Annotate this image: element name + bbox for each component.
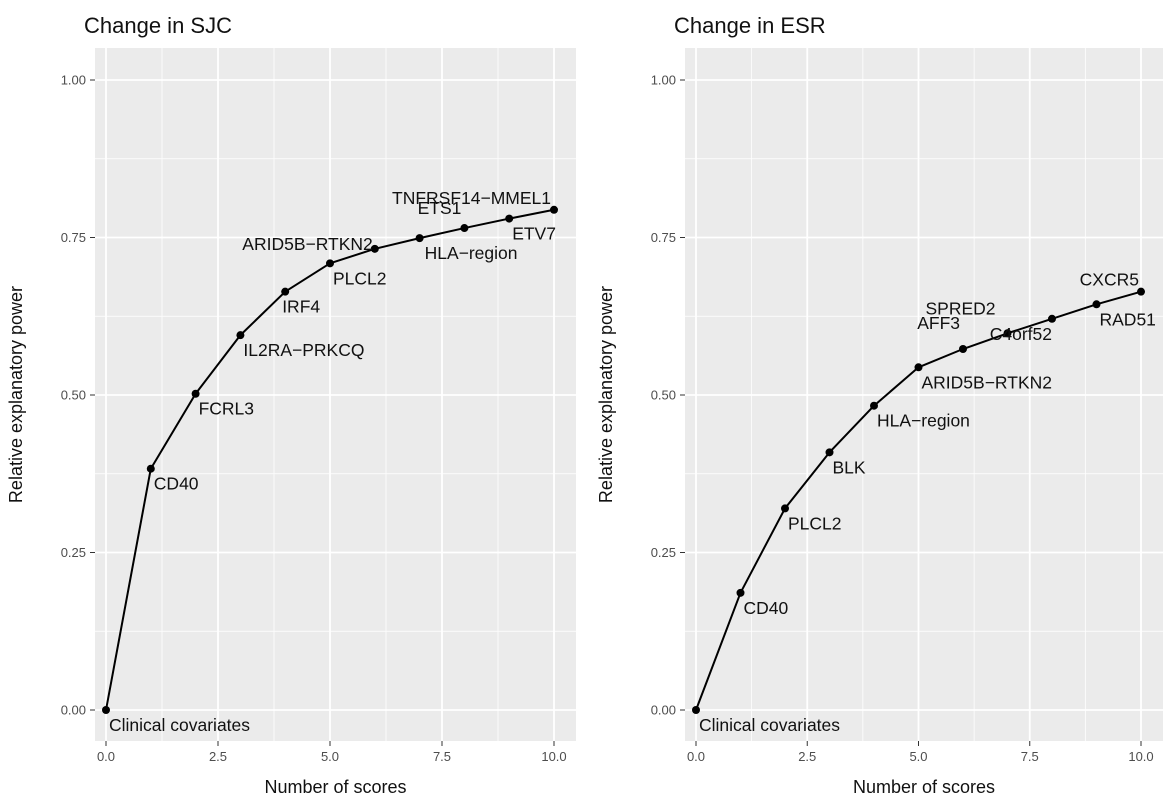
data-point	[281, 287, 290, 296]
data-point	[959, 345, 967, 354]
point-label: CD40	[154, 474, 199, 494]
chart-panel-2: Change in ESR 0.0 2.5 5.0 7.5 10.0 0.00 0.25 0.5…	[596, 13, 1163, 797]
data-point	[505, 214, 514, 223]
x-tick-label: 0.0	[97, 749, 115, 764]
y-axis-title: Relative explanatory power	[6, 286, 26, 503]
point-label: Clinical covariates	[109, 715, 250, 735]
x-tick-label: 0.0	[687, 749, 705, 764]
y-tick-label: 0.50	[61, 388, 86, 403]
x-axis-title: Number of scores	[853, 777, 995, 797]
point-label: TNFRSF14−MMEL1	[392, 188, 551, 208]
data-point	[550, 205, 558, 214]
chart-panel-1: Change in SJC 0.0 2.5 5.0 7.5 10.0 0.00 0.25 0.5…	[6, 13, 576, 797]
point-label: AFF3	[917, 313, 960, 333]
data-point	[1092, 300, 1101, 309]
x-tick-label: 5.0	[909, 749, 927, 764]
data-point	[870, 401, 878, 410]
point-label: PLCL2	[788, 513, 842, 533]
y-tick-label: 1.00	[651, 73, 676, 88]
point-label: ARID5B−RTKN2	[922, 372, 1053, 392]
point-label: CD40	[744, 598, 789, 618]
y-tick-label: 1.00	[61, 73, 86, 88]
data-point	[146, 464, 155, 473]
data-point	[415, 234, 424, 243]
x-tick-label: 10.0	[1128, 749, 1153, 764]
point-label: IRF4	[282, 297, 320, 317]
x-tick-label: 7.5	[433, 749, 451, 764]
data-point	[1048, 314, 1056, 323]
point-label: C4orf52	[990, 324, 1052, 344]
x-tick-label: 7.5	[1021, 749, 1039, 764]
data-point	[781, 504, 789, 513]
data-point	[326, 259, 334, 268]
point-label: RAD51	[1100, 309, 1156, 329]
data-point	[825, 448, 834, 457]
point-label: ETS1	[418, 198, 462, 218]
y-axis-title: Relative explanatory power	[596, 286, 616, 503]
chart-title: Change in SJC	[84, 13, 232, 38]
y-tick-label: 0.75	[651, 230, 676, 245]
data-point	[236, 331, 245, 340]
data-point	[1137, 287, 1145, 296]
x-tick-label: 5.0	[321, 749, 339, 764]
data-point	[736, 588, 745, 597]
data-point	[102, 706, 110, 714]
point-label: ETV7	[512, 224, 556, 244]
data-point	[370, 244, 379, 253]
data-point	[914, 363, 923, 372]
point-label: PLCL2	[333, 268, 387, 288]
point-label: SPRED2	[925, 298, 995, 318]
point-label: HLA−region	[425, 243, 518, 263]
point-label: Clinical covariates	[699, 715, 840, 735]
x-tick-label: 2.5	[209, 749, 227, 764]
y-tick-label: 0.75	[61, 230, 86, 245]
point-label: IL2RA−PRKCQ	[243, 340, 364, 360]
x-tick-label: 10.0	[541, 749, 566, 764]
data-point	[692, 706, 700, 714]
y-tick-label: 0.25	[651, 545, 676, 560]
x-axis-title: Number of scores	[264, 777, 406, 797]
point-label: CXCR5	[1080, 270, 1139, 290]
y-tick-label: 0.25	[61, 545, 86, 560]
y-tick-label: 0.50	[651, 388, 676, 403]
data-point	[460, 224, 469, 233]
point-label: ARID5B−RTKN2	[242, 234, 373, 254]
point-label: HLA−region	[877, 411, 970, 431]
point-label: FCRL3	[199, 399, 254, 419]
data-point	[191, 389, 200, 398]
y-tick-label: 0.00	[61, 703, 86, 718]
y-tick-label: 0.00	[651, 703, 676, 718]
x-tick-label: 2.5	[798, 749, 816, 764]
data-point	[1003, 329, 1012, 338]
chart-title: Change in ESR	[674, 13, 826, 38]
point-label: BLK	[833, 457, 866, 477]
